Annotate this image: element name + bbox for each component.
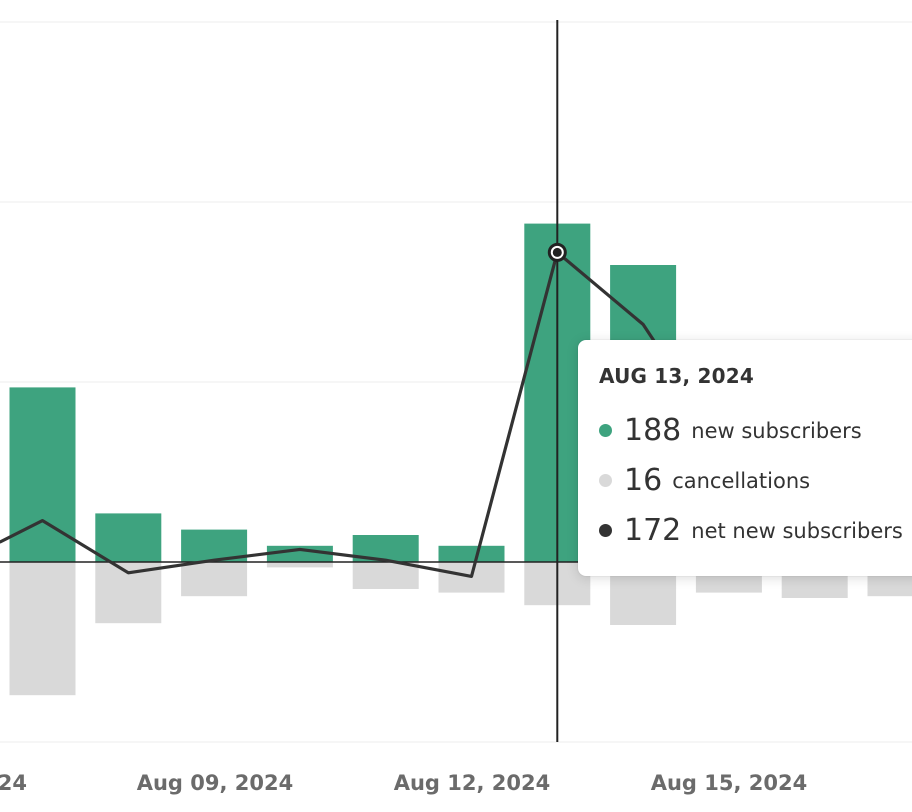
tooltip-row-net-new: 172 net new subscribers — [599, 513, 903, 548]
net-new-legend-dot — [599, 524, 612, 537]
tooltip-date: AUG 13, 2024 — [599, 364, 754, 388]
tooltip-net-new-label: net new subscribers — [691, 518, 903, 543]
net-new-subscribers-line — [0, 250, 731, 579]
tooltip-new-subscribers-value: 188 — [624, 413, 682, 448]
new-subscribers-legend-dot — [599, 424, 612, 437]
tooltip-cancellations-value: 16 — [624, 463, 663, 498]
tooltip-net-new-value: 172 — [624, 513, 682, 548]
cancellations-bar — [352, 562, 419, 589]
new-subscribers-bar — [266, 545, 333, 562]
cancellations-bar — [181, 562, 248, 597]
new-subscribers-bar — [95, 513, 162, 562]
x-tick-label: Aug 12, 2024 — [394, 771, 551, 795]
highlighted-point — [552, 247, 562, 257]
x-tick-label: 24 — [0, 771, 27, 795]
x-tick-label: Aug 09, 2024 — [137, 771, 294, 795]
new-subscribers-bar — [438, 545, 505, 562]
cancellations-legend-dot — [599, 474, 612, 487]
cancellations-bar — [266, 562, 333, 568]
chart-tooltip: AUG 13, 2024 188 new subscribers 16 canc… — [578, 340, 912, 576]
line-layer — [0, 242, 731, 579]
tooltip-row-cancellations: 16 cancellations — [599, 463, 810, 498]
tooltip-new-subscribers-label: new subscribers — [691, 418, 862, 443]
x-axis-labels: 24 Aug 09, 2024 Aug 12, 2024 Aug 15, 2024 — [0, 771, 807, 795]
cancellations-bar — [9, 562, 76, 696]
tooltip-row-new-subscribers: 188 new subscribers — [599, 413, 862, 448]
tooltip-cancellations-label: cancellations — [672, 468, 811, 493]
x-tick-label: Aug 15, 2024 — [651, 771, 808, 795]
